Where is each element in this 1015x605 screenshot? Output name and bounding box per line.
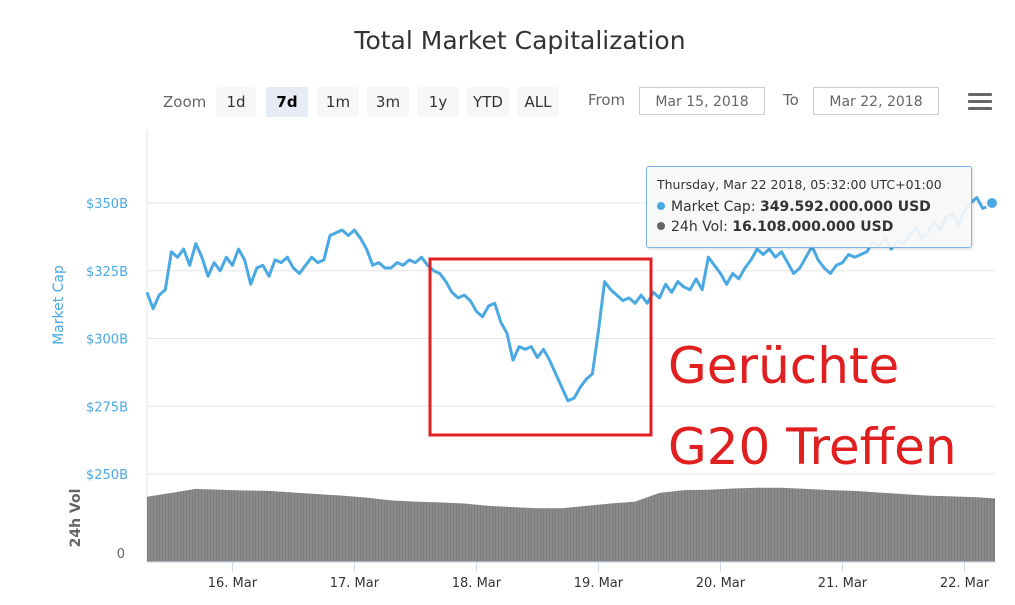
volume-axis-title: 24h Vol [68, 489, 84, 548]
zoom-label: Zoom [163, 93, 207, 111]
y-axis-title: Market Cap [51, 265, 67, 345]
series-dot-icon [657, 202, 665, 210]
tooltip-header: Thursday, Mar 22 2018, 05:32:00 UTC+01:0… [657, 177, 942, 192]
tooltip-market-cap-label: Market Cap: [671, 199, 756, 215]
x-tick-label: 17. Mar [330, 576, 380, 591]
annotation-box [428, 257, 653, 437]
tooltip-market-cap-value: 349.592.000.000 USD [760, 199, 931, 215]
tooltip-row-market-cap: Market Cap: 349.592.000.000 USD [657, 197, 961, 217]
x-tick-label: 21. Mar [818, 576, 868, 591]
volume-zero-tick: 0 [117, 547, 125, 562]
chart-title: Total Market Capitalization [354, 26, 686, 55]
tooltip-volume-value: 16.108.000.000 USD [732, 219, 894, 235]
to-date-input[interactable]: Mar 22, 2018 [813, 87, 939, 115]
tooltip-volume-label: 24h Vol: [671, 219, 728, 235]
y-tick-label: $350B [86, 197, 128, 212]
annotation-line-1: Gerüchte [668, 337, 900, 395]
from-label: From [588, 91, 626, 109]
zoom-7d-button[interactable]: 7d [266, 87, 308, 117]
hover-point [985, 196, 999, 210]
x-tick-label: 18. Mar [452, 576, 502, 591]
zoom-all-button[interactable]: ALL [517, 87, 559, 117]
zoom-1y-button[interactable]: 1y [417, 87, 459, 117]
chart-tooltip: Thursday, Mar 22 2018, 05:32:00 UTC+01:0… [646, 166, 972, 248]
x-tick-label: 20. Mar [696, 576, 746, 591]
zoom-1m-button[interactable]: 1m [317, 87, 359, 117]
from-date-input[interactable]: Mar 15, 2018 [639, 87, 765, 115]
zoom-ytd-button[interactable]: YTD [467, 87, 509, 117]
y-tick-label: $300B [86, 333, 128, 348]
x-tick-label: 19. Mar [574, 576, 624, 591]
volume-area [147, 487, 995, 562]
hamburger-menu-icon[interactable] [968, 93, 992, 113]
x-tick-label: 16. Mar [208, 576, 258, 591]
market-cap-line [145, 196, 996, 403]
annotation-line-2: G20 Treffen [668, 418, 957, 476]
x-tick-label: 22. Mar [940, 576, 990, 591]
tooltip-row-volume: 24h Vol: 16.108.000.000 USD [657, 217, 961, 237]
series-dot-icon [657, 222, 665, 230]
y-tick-label: $275B [86, 400, 128, 415]
zoom-3m-button[interactable]: 3m [367, 87, 409, 117]
zoom-1d-button[interactable]: 1d [216, 87, 256, 117]
y-tick-label: $250B [86, 468, 128, 483]
to-label: To [783, 91, 799, 109]
y-tick-label: $325B [86, 265, 128, 280]
